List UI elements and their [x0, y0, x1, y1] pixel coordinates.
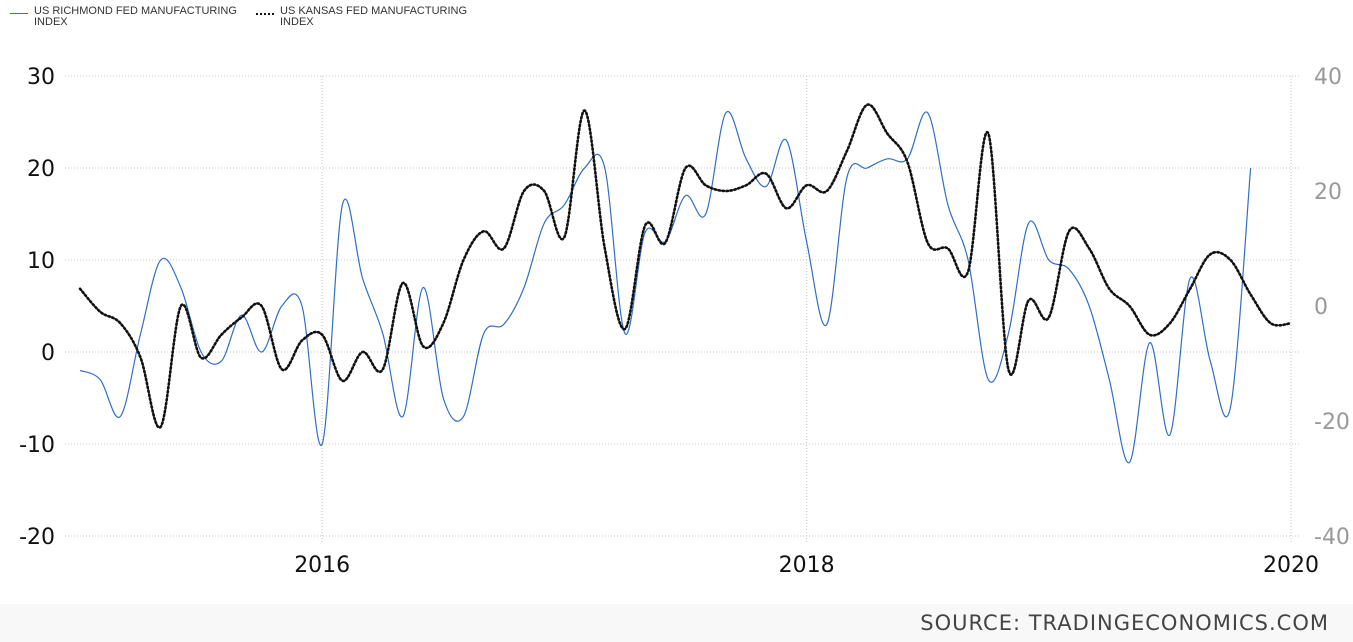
source-band	[0, 604, 1353, 642]
y-right-tick-label: -40	[1314, 525, 1350, 550]
y-right-tick-label: 0	[1314, 295, 1328, 320]
legend-label-richmond-line2: INDEX	[34, 16, 68, 28]
y-right-tick-label: -20	[1314, 410, 1350, 435]
legend-item-richmond[interactable]: US RICHMOND FED MANUFACTURING INDEX	[10, 6, 244, 28]
y-right-tick-label: 20	[1314, 180, 1342, 205]
series-line-richmond	[79, 110, 1252, 464]
legend-item-kansas[interactable]: US KANSAS FED MANUFACTURING INDEX	[256, 6, 490, 28]
y-left-tick-label: 30	[27, 65, 55, 90]
legend: US RICHMOND FED MANUFACTURING INDEX US K…	[10, 6, 490, 28]
legend-label-richmond-line1: US RICHMOND FED MANUFACTURING	[34, 5, 237, 17]
y-left-tick-label: 20	[27, 157, 55, 182]
x-tick-label: 2018	[779, 553, 835, 578]
chart-svg: 30 20 10 0 -10 -20 40 20 0 -20 -40 2016 2018 2020	[19, 65, 1350, 578]
source-label[interactable]: SOURCE: TRADINGECONOMICS.COM	[920, 611, 1329, 635]
legend-swatch-kansas	[256, 13, 274, 15]
legend-label-richmond: US RICHMOND FED MANUFACTURING INDEX	[34, 6, 244, 28]
y-right-tick-label: 40	[1314, 65, 1342, 90]
series-line-kansas	[78, 103, 1293, 429]
x-tick-label: 2016	[294, 553, 350, 578]
y-left-tick-label: -10	[19, 433, 55, 458]
legend-label-kansas: US KANSAS FED MANUFACTURING INDEX	[280, 6, 490, 28]
legend-label-kansas-line2: INDEX	[280, 16, 314, 28]
y-left-tick-label: 10	[27, 249, 55, 274]
legend-label-kansas-line1: US KANSAS FED MANUFACTURING	[280, 5, 468, 17]
y-left-tick-label: -20	[19, 525, 55, 550]
x-tick-label: 2020	[1263, 553, 1319, 578]
legend-swatch-richmond	[10, 13, 28, 14]
y-left-tick-label: 0	[41, 341, 55, 366]
